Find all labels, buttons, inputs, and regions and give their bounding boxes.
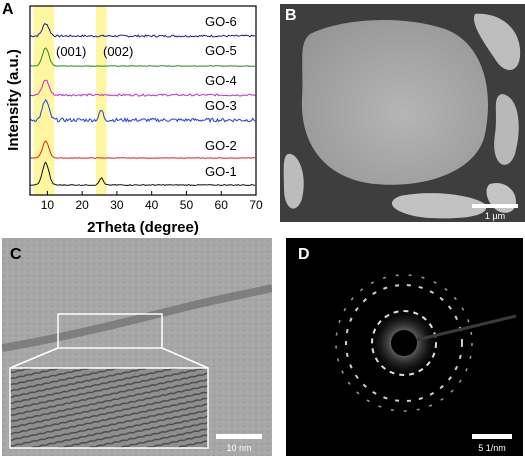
series-line-go-6 [29, 23, 256, 38]
x-tick-label-10: 10 [41, 198, 55, 212]
x-tick-label-30: 30 [110, 198, 124, 212]
zoom-line-left [9, 347, 59, 369]
panel-c-hrtem-image: 10 nm C [2, 238, 272, 456]
series-line-go-5 [30, 47, 256, 67]
x-tick-label-20: 20 [75, 198, 89, 212]
panel-letter-a: A [2, 1, 14, 18]
panel-letter-c: C [10, 246, 22, 263]
series-label-go-1: GO-1 [205, 164, 237, 179]
series-label-go-6: GO-6 [205, 14, 237, 29]
scale-bar-c-label: 10 nm [226, 443, 251, 453]
scale-bar-d-line [472, 434, 512, 439]
zoom-line-right [161, 347, 209, 369]
x-tick-label-60: 60 [215, 198, 229, 212]
panel-letter-b: B [285, 7, 297, 24]
panel-b-tem-image: 1 μm B [280, 4, 525, 222]
series-line-go-4 [29, 79, 256, 97]
zoom-inset [9, 367, 209, 449]
scale-bar-b-label: 1 μm [485, 211, 505, 221]
annotation-002: (002) [103, 44, 133, 59]
highlight-band-2 [96, 6, 107, 195]
xrd-chart-svg: A 10 20 30 40 50 60 70 GO-6 GO-5 GO-4 GO-3 GO-2 GO-… [2, 1, 263, 236]
selection-box [57, 313, 163, 349]
series-line-go-2 [29, 140, 256, 159]
scale-bar-c-line [216, 434, 262, 439]
saed-image-d: 5 1/nm [335, 274, 517, 453]
series-label-go-4: GO-4 [205, 73, 237, 88]
series-line-go-1 [29, 161, 256, 187]
scale-bar-b-line [472, 204, 518, 208]
series-label-go-5: GO-5 [205, 43, 237, 58]
x-axis-label: 2Theta (degree) [87, 219, 199, 236]
series-label-go-3: GO-3 [205, 98, 237, 113]
plot-frame [29, 5, 257, 196]
x-tick-label-40: 40 [145, 198, 159, 212]
panel-a-xrd-chart: A 10 20 30 40 50 60 70 GO-6 GO-5 GO-4 GO-3 GO-2 GO-… [0, 0, 270, 240]
tem-image-b: 1 μm [280, 4, 525, 222]
panel-letter-d: D [298, 246, 310, 263]
hrtem-image-c: 10 nm [2, 238, 272, 456]
x-tick-label-70: 70 [249, 198, 263, 212]
y-axis-label: Intensity (a.u.) [5, 49, 22, 151]
scale-bar-d-label: 5 1/nm [478, 443, 506, 453]
x-tick-label-50: 50 [180, 198, 194, 212]
series-line-go-3 [29, 98, 256, 124]
series-label-go-2: GO-2 [205, 138, 237, 153]
panel-d-saed-pattern: 5 1/nm D [286, 238, 523, 456]
annotation-001: (001) [56, 44, 86, 59]
